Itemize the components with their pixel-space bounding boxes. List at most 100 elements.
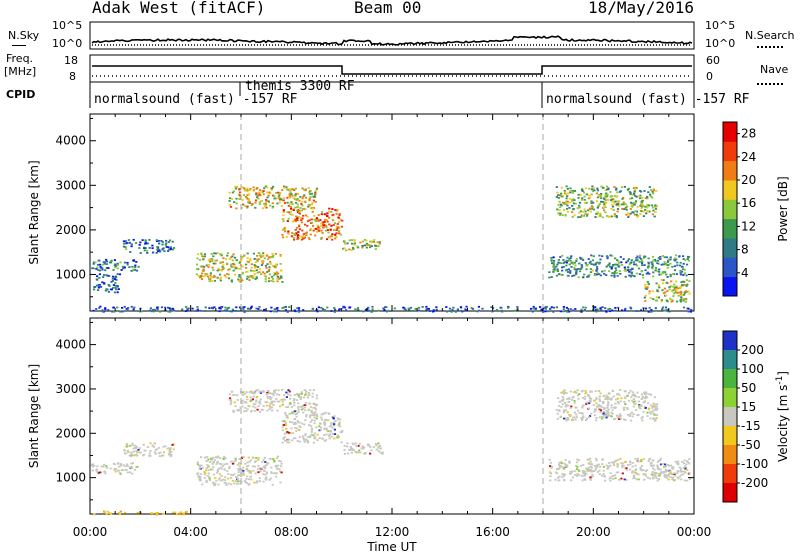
echo-cell <box>246 278 249 280</box>
echo-cell <box>491 310 494 313</box>
echo-cell <box>133 306 136 309</box>
echo-cell <box>532 305 535 308</box>
echo-cell <box>235 185 238 188</box>
echo-cell <box>330 235 333 238</box>
echo-cell <box>238 465 241 468</box>
echo-cell <box>312 225 315 227</box>
echo-cell <box>205 479 208 482</box>
echo-cell <box>595 419 598 422</box>
echo-cell <box>237 480 240 483</box>
echo-cell <box>101 267 104 269</box>
echo-cell <box>202 269 205 272</box>
echo-cell <box>204 274 207 277</box>
echo-cell <box>238 267 241 270</box>
echo-cell <box>645 392 648 395</box>
echo-cell <box>237 278 240 281</box>
echo-cell <box>256 266 260 268</box>
echo-cell <box>644 397 647 399</box>
echo-cell <box>297 309 301 311</box>
echo-cell <box>98 259 101 262</box>
echo-cell <box>216 252 220 254</box>
echo-cell <box>275 307 278 310</box>
echo-cell <box>635 310 638 312</box>
y-tick-label: 2000 <box>55 426 86 440</box>
echo-cell <box>361 245 364 247</box>
echo-cell <box>182 513 185 516</box>
echo-cell <box>146 242 149 245</box>
echo-cell <box>274 266 277 268</box>
echo-cell <box>607 402 610 404</box>
echo-cell <box>631 465 634 468</box>
echo-cell <box>364 452 367 455</box>
echo-cell <box>378 444 381 447</box>
echo-cell <box>684 259 687 262</box>
echo-cell <box>219 279 222 282</box>
echo-cell <box>620 462 623 465</box>
echo-cell <box>216 470 219 473</box>
echo-cell <box>559 212 562 215</box>
echo-cell <box>640 398 643 400</box>
echo-cell <box>323 221 326 223</box>
echo-cell <box>320 238 323 240</box>
echo-cell <box>564 193 568 196</box>
echo-cell <box>311 395 314 398</box>
echo-cell <box>199 276 202 278</box>
echo-cell <box>667 469 670 472</box>
echo-cell <box>215 463 218 465</box>
echo-cell <box>261 390 264 393</box>
echo-cell <box>621 462 624 465</box>
echo-cell <box>477 309 480 312</box>
echo-cell <box>283 436 286 439</box>
echo-cell <box>123 449 126 451</box>
echo-cell <box>561 274 564 276</box>
echo-cell <box>652 188 655 190</box>
echo-cell <box>645 395 648 398</box>
echo-cell <box>259 468 262 471</box>
cpid-mode-3: normalsound (fast) -157 RF <box>546 92 750 107</box>
echo-cell <box>218 477 221 480</box>
echo-cell <box>311 207 315 210</box>
echo-cell <box>273 308 276 311</box>
echo-cell <box>658 270 661 273</box>
echo-cell <box>311 210 314 213</box>
echo-cell <box>348 248 351 251</box>
echo-cell <box>196 473 199 475</box>
echo-cell <box>590 200 593 203</box>
echo-cell <box>593 411 596 413</box>
echo-cell <box>650 393 653 396</box>
echo-cell <box>257 308 260 310</box>
echo-cell <box>607 308 610 310</box>
echo-cell <box>634 400 637 403</box>
echo-cell <box>184 310 188 312</box>
echo-cell <box>366 443 369 446</box>
echo-cell <box>241 265 244 268</box>
echo-cell <box>314 191 317 194</box>
echo-cell <box>270 306 273 309</box>
echo-cell <box>381 451 385 454</box>
echo-cell <box>230 256 233 259</box>
echo-cell <box>606 257 609 260</box>
echo-cell <box>212 276 215 279</box>
echo-cell <box>317 230 321 232</box>
x-tick-label: 20:00 <box>576 525 611 539</box>
echo-cell <box>682 274 685 276</box>
echo-cell <box>279 405 282 408</box>
echo-cell <box>250 409 253 412</box>
echo-cell <box>615 393 619 396</box>
echo-cell <box>578 270 582 273</box>
echo-cell <box>561 466 564 469</box>
echo-cell <box>171 444 174 446</box>
echo-cell <box>451 308 454 311</box>
echo-cell <box>563 391 566 394</box>
echo-cell <box>96 470 99 473</box>
echo-cell <box>565 185 568 188</box>
echo-cell <box>605 202 608 204</box>
echo-cell <box>590 470 593 473</box>
echo-cell <box>596 206 599 209</box>
echo-cell <box>253 465 256 468</box>
echo-cell <box>255 193 258 196</box>
echo-cell <box>266 396 269 398</box>
echo-cell <box>294 220 298 223</box>
echo-cell <box>316 310 319 313</box>
echo-cell <box>326 212 329 215</box>
